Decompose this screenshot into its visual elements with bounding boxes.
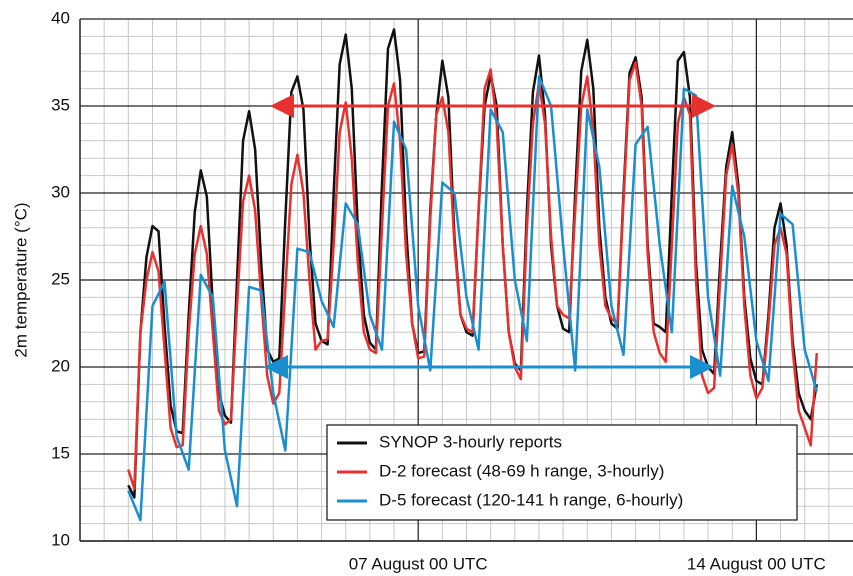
legend-label: D-2 forecast (48-69 h range, 3-hourly) <box>379 461 664 480</box>
y-tick-label: 10 <box>51 530 70 549</box>
series-line <box>127 75 818 522</box>
x-tick-label: 14 August 00 UTC <box>687 554 826 573</box>
y-tick-label: 40 <box>51 8 70 27</box>
legend-label: D-5 forecast (120-141 h range, 6-hourly) <box>379 490 683 509</box>
series-line <box>127 28 818 499</box>
y-tick-label: 35 <box>51 95 70 114</box>
y-axis-label: 2m temperature (°C) <box>11 202 30 357</box>
y-tick-label: 25 <box>51 269 70 288</box>
legend-label: SYNOP 3-hourly reports <box>379 432 562 451</box>
y-tick-label: 20 <box>51 356 70 375</box>
y-tick-label: 30 <box>51 182 70 201</box>
legend-box <box>326 424 798 521</box>
y-tick-label: 15 <box>51 443 70 462</box>
x-tick-label: 07 August 00 UTC <box>349 554 488 573</box>
legend: SYNOP 3-hourly reports D-2 forecast (48-6… <box>326 424 798 521</box>
